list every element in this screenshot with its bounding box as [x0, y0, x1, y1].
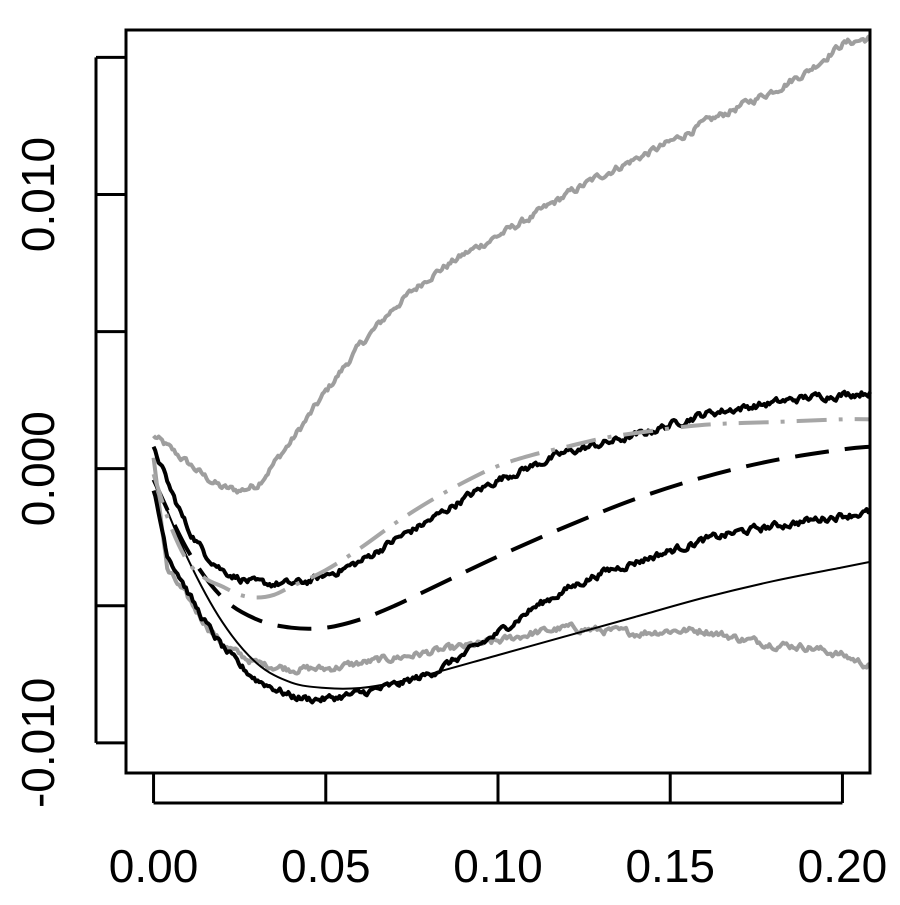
y-tick-label: -0.010 — [12, 678, 64, 808]
x-tick-label: 0.00 — [109, 840, 199, 892]
series-line-4 — [151, 490, 871, 705]
series-line-2 — [151, 457, 871, 676]
x-tick-label: 0.05 — [281, 840, 371, 892]
y-tick-label: 0.000 — [12, 411, 64, 526]
series-line-3 — [151, 389, 872, 589]
series-line-5 — [152, 476, 871, 690]
series-line-6 — [151, 444, 871, 631]
series-line-1 — [152, 34, 872, 495]
x-tick-label: 0.10 — [453, 840, 543, 892]
y-tick-label: 0.010 — [12, 137, 64, 252]
x-tick-label: 0.20 — [798, 840, 888, 892]
x-tick-label: 0.15 — [625, 840, 715, 892]
series-line-7 — [151, 417, 871, 600]
